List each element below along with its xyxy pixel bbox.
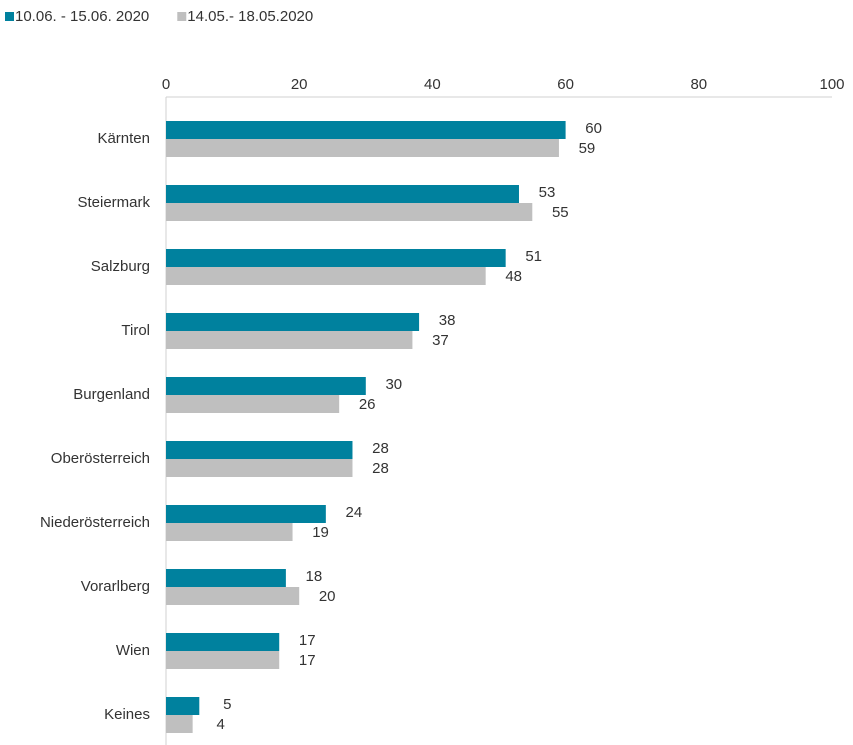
x-tick-label: 40 — [424, 76, 441, 93]
bar — [166, 331, 413, 349]
value-label: 60 — [585, 120, 602, 137]
bar — [166, 651, 280, 669]
bar — [166, 697, 200, 715]
y-tick-label: Keines — [104, 706, 150, 723]
y-tick-label: Kärnten — [97, 130, 150, 147]
y-tick-label: Niederösterreich — [40, 514, 150, 531]
x-tick-label: 60 — [557, 76, 574, 93]
bar — [166, 587, 300, 605]
y-tick-label: Oberösterreich — [51, 450, 150, 467]
value-label: 26 — [359, 396, 376, 413]
value-label: 59 — [579, 140, 596, 157]
value-label: 51 — [525, 248, 542, 265]
value-label: 17 — [299, 652, 316, 669]
value-label: 48 — [505, 268, 522, 285]
value-label: 55 — [552, 204, 569, 221]
bar — [166, 203, 533, 221]
value-label: 18 — [306, 568, 323, 585]
bar — [166, 459, 353, 477]
y-tick-label: Burgenland — [73, 386, 150, 403]
bar — [166, 267, 486, 285]
value-label: 28 — [372, 460, 389, 477]
bar — [166, 121, 566, 139]
legend-swatch — [5, 12, 14, 21]
value-label: 20 — [319, 588, 336, 605]
legend-swatch — [177, 12, 187, 21]
value-label: 28 — [372, 440, 389, 457]
value-label: 30 — [385, 376, 402, 393]
value-label: 19 — [312, 524, 329, 541]
bar — [166, 185, 519, 203]
bar — [166, 395, 340, 413]
bar — [166, 715, 193, 733]
bar — [166, 377, 366, 395]
bar — [166, 569, 286, 587]
x-tick-label: 80 — [690, 76, 707, 93]
bar — [166, 139, 559, 157]
value-label: 5 — [223, 696, 231, 713]
bar — [166, 505, 326, 523]
y-tick-label: Steiermark — [77, 194, 150, 211]
value-label: 37 — [432, 332, 449, 349]
value-label: 4 — [216, 716, 224, 733]
value-label: 24 — [345, 504, 362, 521]
bar — [166, 441, 353, 459]
legend-label: 14.05.- 18.05.2020 — [187, 8, 313, 25]
legend-label: 10.06. - 15.06. 2020 — [15, 8, 149, 25]
x-tick-label: 0 — [162, 76, 170, 93]
value-label: 53 — [539, 184, 556, 201]
y-tick-label: Wien — [116, 642, 150, 659]
bar — [166, 313, 420, 331]
value-label: 38 — [439, 312, 456, 329]
bar — [166, 523, 293, 541]
bar — [166, 633, 280, 651]
value-label: 17 — [299, 632, 316, 649]
y-tick-label: Tirol — [121, 322, 150, 339]
y-tick-label: Salzburg — [91, 258, 150, 275]
y-tick-label: Vorarlberg — [81, 578, 150, 595]
bar — [166, 249, 506, 267]
x-tick-label: 20 — [291, 76, 308, 93]
x-tick-label: 100 — [819, 76, 844, 93]
